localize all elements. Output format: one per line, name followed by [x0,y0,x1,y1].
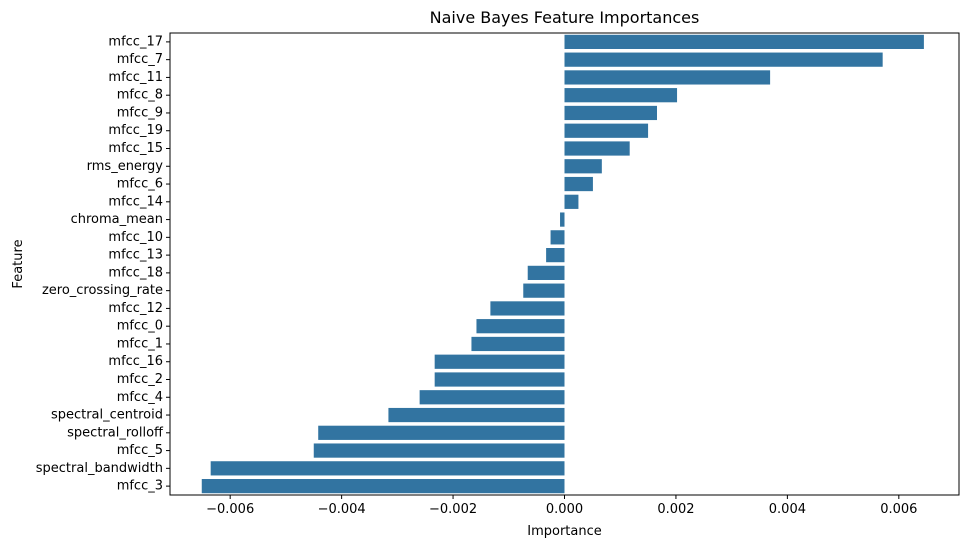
y-tick-label: mfcc_2 [117,372,163,387]
bar-mfcc_5 [313,443,565,458]
y-tick-label: mfcc_5 [117,443,163,458]
bar-mfcc_18 [527,265,565,280]
bar-spectral_rolloff [318,425,565,440]
x-tick-label: 0.000 [546,502,583,517]
bar-mfcc_15 [564,141,630,156]
x-tick-label: 0.006 [880,502,917,517]
bar-mfcc_12 [490,301,565,316]
bar-mfcc_13 [546,248,565,263]
bar-mfcc_6 [564,176,593,192]
bar-mfcc_4 [419,390,565,405]
y-tick-label: mfcc_3 [117,479,163,494]
y-tick-label: spectral_bandwidth [36,461,163,476]
bar-mfcc_8 [564,88,678,103]
y-tick-label: mfcc_4 [117,390,163,405]
bars-group [201,34,924,494]
bar-mfcc_1 [471,336,565,352]
bar-mfcc_10 [550,230,565,245]
y-tick-label: mfcc_0 [117,319,163,334]
bar-mfcc_3 [201,479,565,494]
x-axis-label: Importance [527,524,602,539]
plot-frame [169,32,960,496]
bar-spectral_centroid [388,407,565,423]
x-tick-label: −0.004 [318,502,366,517]
y-tick-label: spectral_rolloff [67,425,164,440]
y-tick-label: mfcc_8 [117,88,163,103]
y-tick-label: mfcc_7 [117,52,163,67]
y-tick-label: rms_energy [87,159,164,174]
y-tick-label: mfcc_18 [108,265,163,280]
y-tick-label: spectral_centroid [51,408,163,423]
bar-rms_energy [564,159,602,174]
x-tick-label: −0.006 [206,502,254,517]
y-axis-ticks: mfcc_17 mfcc_7 mfcc_11 mfcc_8 mfcc_9 mfcc_19m… [36,34,170,494]
x-tick-label: 0.002 [657,502,694,517]
y-tick-label: mfcc_10 [108,230,163,245]
y-tick-label: mfcc_19 [108,123,163,138]
y-tick-label: mfcc_12 [108,301,163,316]
y-tick-label: mfcc_13 [108,248,163,263]
x-tick-label: −0.002 [429,502,477,517]
y-tick-label: mfcc_11 [108,70,163,85]
y-tick-label: mfcc_9 [117,105,163,120]
bar-mfcc_11 [564,70,771,85]
y-tick-label: mfcc_16 [108,354,163,369]
bar-mfcc_17 [564,34,924,49]
bar-mfcc_7 [564,52,883,67]
y-axis-label: Feature [11,239,26,288]
bar-mfcc_9 [564,105,657,121]
bar-mfcc_14 [564,194,579,209]
y-tick-label: mfcc_1 [117,336,163,351]
bar-chroma_mean [560,212,565,227]
bar-mfcc_0 [476,319,565,334]
y-tick-label: chroma_mean [71,212,163,227]
x-axis-ticks: −0.006 −0.004 −0.002 0.000 0.002 0.004 0.006 [206,495,917,517]
bar-mfcc_16 [434,354,565,369]
y-tick-label: mfcc_17 [108,34,163,49]
bar-spectral_bandwidth [210,461,565,476]
bar-zero_crossing_rate [523,283,565,298]
y-tick-label: mfcc_6 [117,177,163,192]
y-tick-label: mfcc_15 [108,141,163,156]
y-tick-label: mfcc_14 [108,194,163,209]
y-tick-label: zero_crossing_rate [42,283,163,298]
chart-title: Naive Bayes Feature Importances [430,8,700,27]
x-tick-label: 0.004 [769,502,806,517]
bar-mfcc_2 [434,372,565,387]
bar-mfcc_19 [564,123,649,138]
